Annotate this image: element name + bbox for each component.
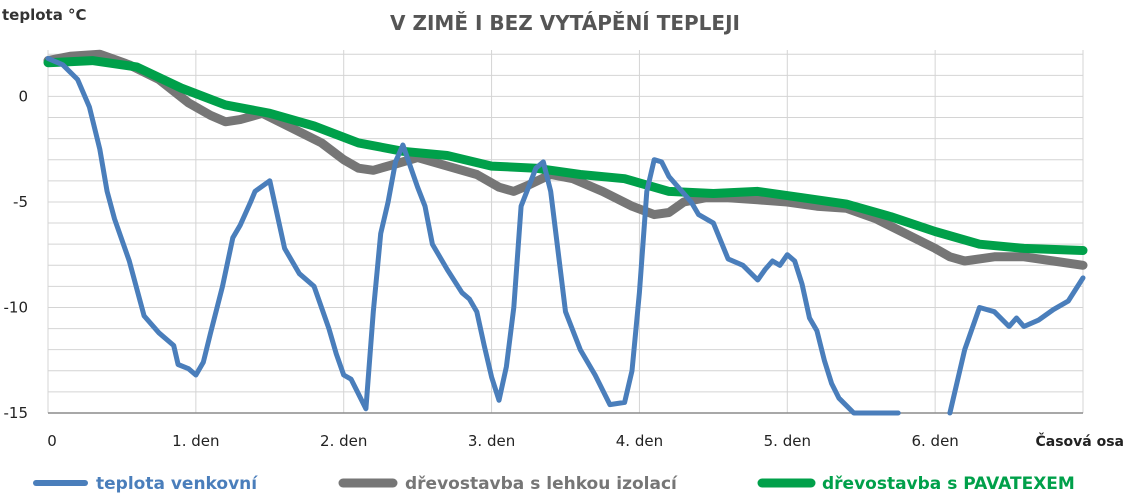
x-tick-label: 0 [47, 432, 57, 450]
chart-title: V ZIMĚ I BEZ VYTÁPĚNÍ TEPLEJI [390, 11, 740, 35]
x-axis-label: Časová osa [1035, 432, 1124, 450]
x-tick-label: 5. den [764, 432, 811, 450]
x-tick-label: 3. den [468, 432, 515, 450]
grid [47, 50, 1084, 414]
series-line-0 [45, 55, 901, 416]
series-line-3 [43, 56, 1088, 255]
x-tick-label: 2. den [320, 432, 367, 450]
legend-label: teplota venkovní [96, 474, 258, 494]
y-tick-label: -15 [4, 404, 29, 422]
legend-label: dřevostavba s PAVATEXEM [822, 474, 1075, 494]
legend: teplota venkovní dřevostavba s lehkou izo… [33, 474, 1075, 494]
y-tick-label: -5 [13, 193, 28, 211]
y-tick-labels: 0 -5 -10 -15 [4, 87, 29, 422]
x-tick-label: 6. den [911, 432, 958, 450]
x-tick-label: 4. den [616, 432, 663, 450]
y-tick-label: -10 [4, 298, 29, 316]
x-tick-label: 1. den [172, 432, 219, 450]
y-tick-label: 0 [18, 87, 28, 105]
series-line-2 [43, 49, 1088, 270]
x-tick-labels: 0 1. den 2. den 3. den 4. den 5. den 6. den [47, 432, 959, 450]
series-line-1 [947, 275, 1086, 416]
legend-label: dřevostavba s lehkou izolací [405, 474, 678, 494]
series [43, 49, 1088, 416]
y-axis-label: teplota °C [2, 6, 87, 24]
